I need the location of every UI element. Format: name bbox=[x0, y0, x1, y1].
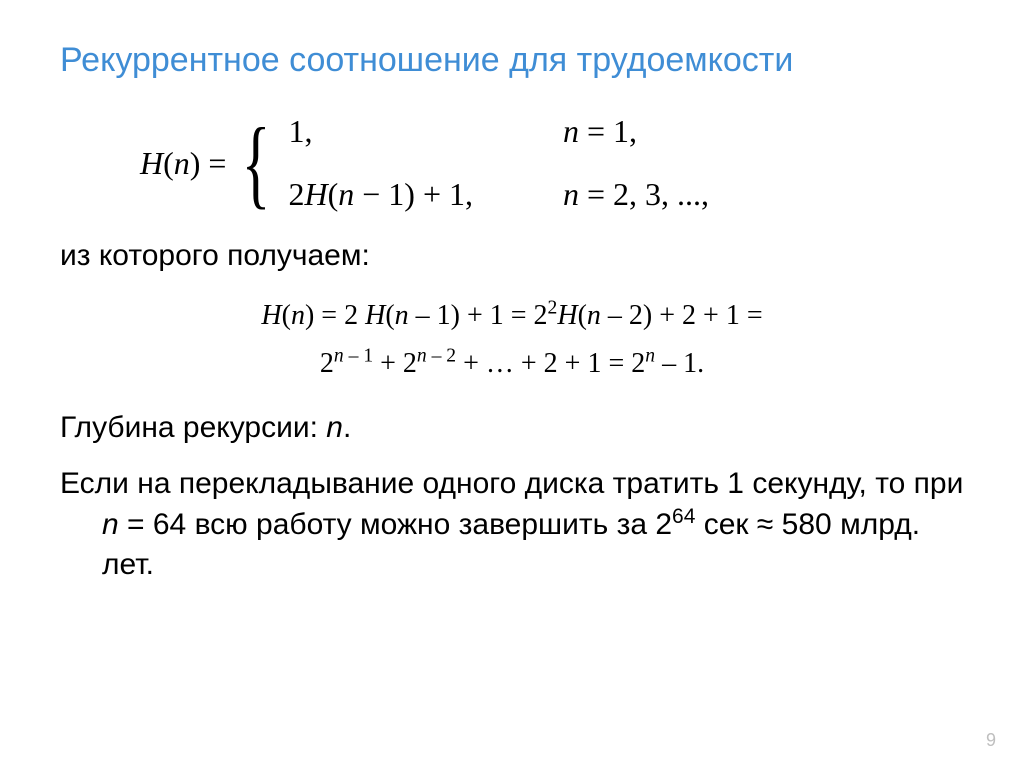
lead-in-text: из которого получаем: bbox=[60, 236, 964, 277]
slide-title: Рекуррентное соотношение для трудоемкост… bbox=[60, 40, 964, 81]
left-brace-icon: { bbox=[242, 113, 271, 213]
slide: Рекуррентное соотношение для трудоемкост… bbox=[0, 0, 1024, 767]
derivation-line1: H(n) = 2 H(n – 1) + 1 = 22H(n – 2) + 2 +… bbox=[60, 292, 964, 340]
page-number: 9 bbox=[986, 730, 996, 751]
recursion-depth: Глубина рекурсии: n. bbox=[60, 408, 964, 449]
case2-cond: n = 2, 3, ..., bbox=[563, 174, 709, 216]
derivation: H(n) = 2 H(n – 1) + 1 = 22H(n – 2) + 2 +… bbox=[60, 292, 964, 387]
piecewise-function: H(n) = { 1, n = 1, 2H(n − 1) + 1, n = 2,… bbox=[140, 111, 964, 216]
case1-expr: 1, bbox=[288, 111, 473, 153]
case1-cond: n = 1, bbox=[563, 111, 709, 153]
derivation-line2: 2n – 1 + 2n – 2 + … + 2 + 1 = 2n – 1. bbox=[60, 340, 964, 388]
case2-expr: 2H(n − 1) + 1, bbox=[288, 174, 473, 216]
paragraph-conclusion: Если на перекладывание одного диска трат… bbox=[60, 464, 964, 586]
cases: 1, n = 1, 2H(n − 1) + 1, n = 2, 3, ..., bbox=[288, 111, 709, 216]
lhs: H(n) = bbox=[140, 111, 226, 216]
